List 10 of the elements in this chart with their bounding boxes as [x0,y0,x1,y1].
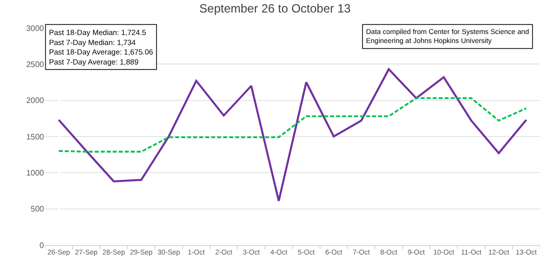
y-tick-label: 3000 [26,24,45,33]
chart-title: September 26 to October 13 [199,2,352,16]
y-tick-label: 0 [40,240,45,250]
y-tick-label: 2000 [26,96,45,106]
y-tick-label: 2500 [26,60,45,69]
y-tick-label: 1000 [26,168,45,178]
y-tick-label: 500 [30,204,45,214]
line-series [58,68,528,202]
y-tick-label: 1500 [26,132,45,142]
line-series [58,97,528,153]
